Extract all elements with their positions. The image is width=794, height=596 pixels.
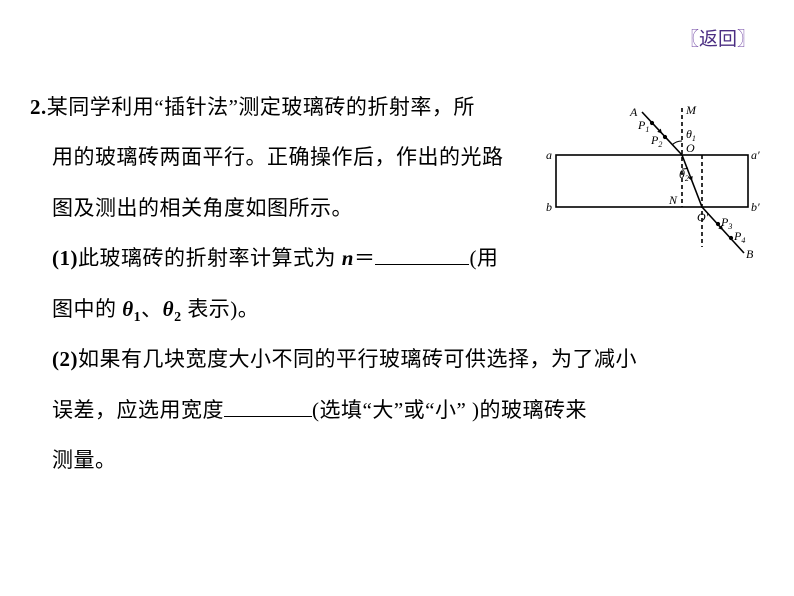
svg-text:O: O xyxy=(686,141,695,155)
sep: 、 xyxy=(141,297,163,321)
svg-text:b: b xyxy=(546,200,552,214)
blank-1 xyxy=(375,244,469,265)
question-number: 2. xyxy=(30,95,47,119)
bracket-open: 〖 xyxy=(680,29,699,50)
part1-text-b: (用 xyxy=(469,246,498,270)
part2-text-b1: 误差，应选用宽度 xyxy=(52,398,224,422)
bracket-close: 〗 xyxy=(737,29,756,50)
blank-2 xyxy=(224,396,312,417)
part2-line-1: (2)如果有几块宽度大小不同的平行玻璃砖可供选择，为了减小 xyxy=(30,334,770,384)
svg-text:b′: b′ xyxy=(751,200,760,214)
part2-line-2: 误差，应选用宽度 (选填“大”或“小” )的玻璃砖来 xyxy=(30,385,770,435)
part1-line-2: 图中的 θ1、θ2 表示)。 xyxy=(30,284,770,335)
part1-text-c2: 表示)。 xyxy=(182,297,260,321)
stem-text-1: 某同学利用“插针法”测定玻璃砖的折射率，所 xyxy=(47,95,475,119)
svg-text:a′: a′ xyxy=(751,148,760,162)
svg-text:P3: P3 xyxy=(720,215,732,231)
svg-text:θ1: θ1 xyxy=(686,127,696,143)
part2-number: (2) xyxy=(52,347,78,371)
part2-text-b2: (选填“大”或“小” )的玻璃砖来 xyxy=(312,398,587,422)
part2-line-3: 测量。 xyxy=(30,435,770,485)
part1-text-a: 此玻璃砖的折射率计算式为 xyxy=(78,246,342,270)
part2-text-a: 如果有几块宽度大小不同的平行玻璃砖可供选择，为了减小 xyxy=(78,347,637,371)
var-n: n xyxy=(342,246,354,270)
svg-text:P4: P4 xyxy=(733,229,745,245)
part1-number: (1) xyxy=(52,246,78,270)
svg-text:B: B xyxy=(746,247,754,261)
theta-2: θ xyxy=(163,297,174,321)
svg-text:O′: O′ xyxy=(697,210,709,224)
svg-text:P1: P1 xyxy=(637,118,649,134)
optics-diagram: ABMNOO′P1P2P3P4aa′bb′θ1θ2 xyxy=(538,100,766,265)
sub-2: 2 xyxy=(174,310,182,325)
svg-text:a: a xyxy=(546,148,552,162)
eq-sign: ＝ xyxy=(354,246,376,270)
svg-text:N: N xyxy=(668,193,678,207)
svg-text:A: A xyxy=(629,105,638,119)
svg-text:P2: P2 xyxy=(650,133,662,149)
svg-text:M: M xyxy=(685,103,697,117)
return-text: 返回 xyxy=(699,29,737,50)
part1-text-c1: 图中的 xyxy=(52,297,122,321)
theta-1: θ xyxy=(122,297,133,321)
return-link[interactable]: 〖返回〗 xyxy=(680,24,756,51)
